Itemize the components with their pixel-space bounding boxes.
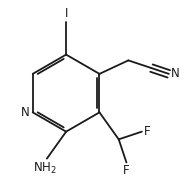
Text: N: N	[171, 67, 180, 80]
Text: F: F	[123, 164, 130, 177]
Text: I: I	[64, 7, 68, 20]
Text: N: N	[21, 106, 30, 119]
Text: F: F	[144, 125, 150, 138]
Text: NH$_2$: NH$_2$	[33, 161, 57, 176]
